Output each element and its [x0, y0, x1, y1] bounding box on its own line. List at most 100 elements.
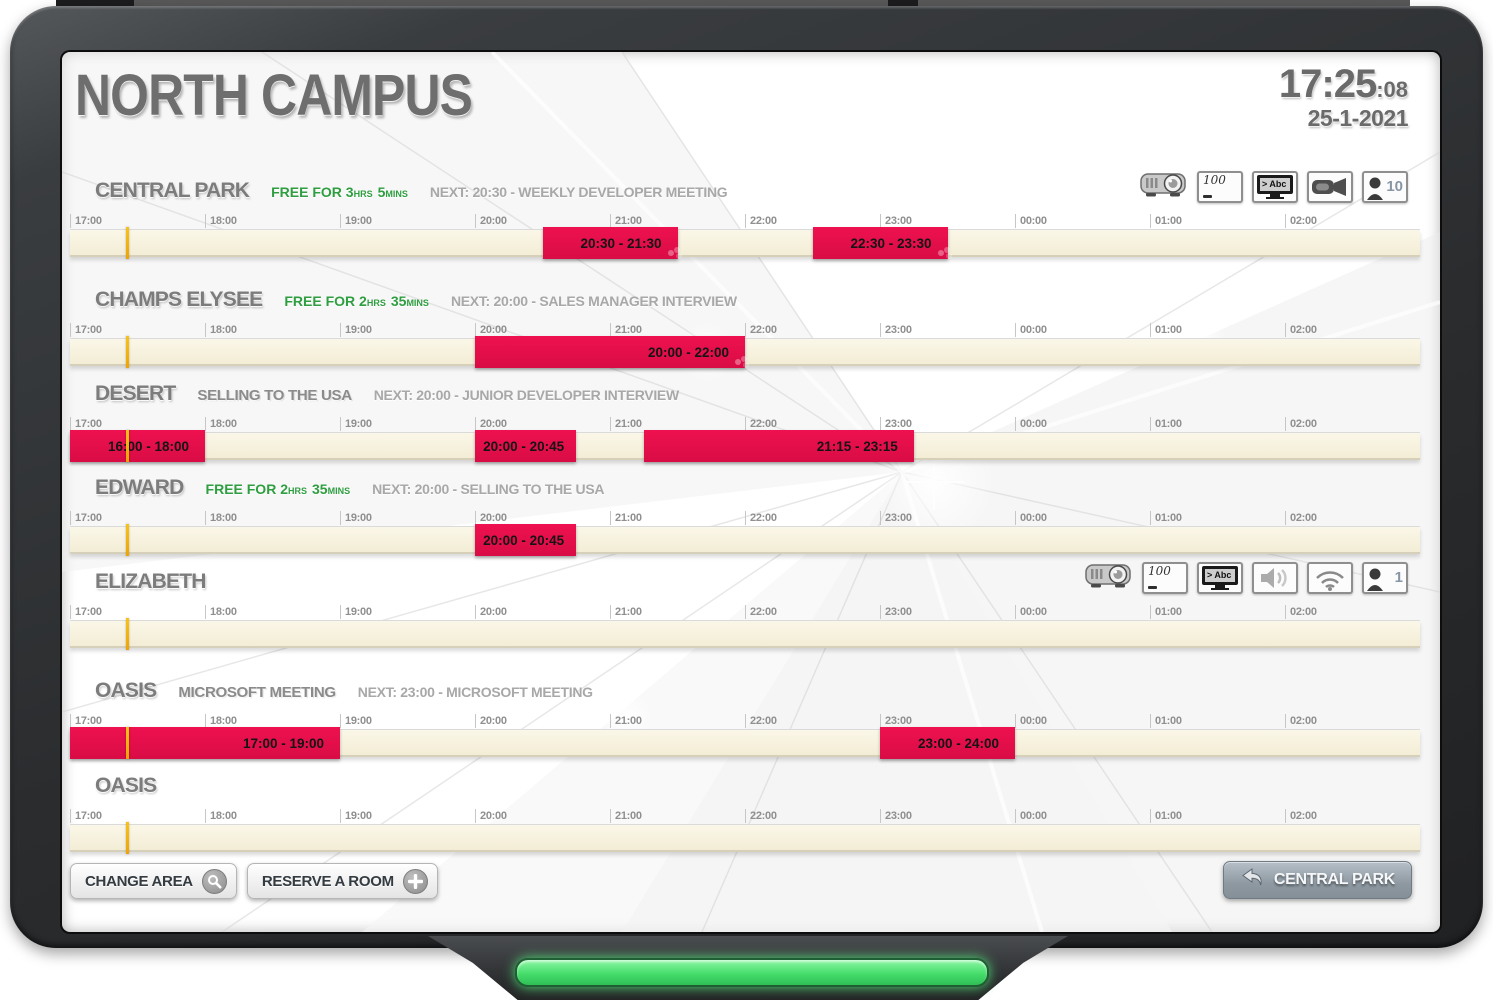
room-row-elizabeth: ELIZABETH 100 > Abc 1 17:00 18:00 19:00 20:… — [70, 561, 1420, 650]
hour-tick: 20:00 — [475, 714, 507, 728]
back-arrow-icon — [1240, 867, 1264, 894]
whiteboard-icon: 100 — [1197, 170, 1243, 203]
hour-tick: 22:00 — [745, 714, 777, 728]
change-area-label: CHANGE AREA — [85, 872, 193, 890]
room-row-desert: DESERT SELLING TO THE USA NEXT: 20:00 - … — [70, 382, 1420, 462]
booking-block: 17:00 - 19:00 — [70, 727, 340, 759]
hour-tick: 23:00 — [880, 323, 912, 337]
selected-room-label: CENTRAL PARK — [1273, 871, 1395, 888]
hour-tick: 02:00 — [1285, 605, 1317, 619]
availability-led-bar — [515, 958, 989, 987]
hour-tick: 20:00 — [475, 417, 507, 431]
hour-tick: 23:00 — [880, 605, 912, 619]
booking-block: 20:30 - 21:30 — [542, 227, 678, 259]
selected-room-button[interactable]: CENTRAL PARK — [1222, 861, 1412, 899]
next-meeting-label: NEXT: 20:00 - SALES MANAGER INTERVIEW — [450, 293, 737, 309]
page-title: NORTH CAMPUS — [75, 63, 473, 128]
timeline-bar: 20:00 - 20:45 — [70, 524, 1420, 556]
whiteboard-icon: 100 — [1142, 561, 1188, 594]
speaker-icon — [1252, 561, 1298, 594]
hour-tick: 20:00 — [475, 511, 507, 525]
next-meeting-label: NEXT: 20:00 - JUNIOR DEVELOPER INTERVIEW — [373, 387, 679, 403]
current-time-marker — [126, 430, 130, 462]
hour-tick: 19:00 — [340, 605, 372, 619]
next-meeting-label: NEXT: 23:00 - MICROSOFT MEETING — [357, 684, 593, 700]
free-status: FREE FOR 2HRS 35MINS — [284, 293, 429, 309]
hour-tick: 22:00 — [745, 417, 777, 431]
booking-time-label: 21:15 - 23:15 — [816, 438, 898, 454]
booking-time-label: 20:30 - 21:30 — [580, 235, 662, 251]
hour-tick: 17:00 — [70, 323, 102, 337]
timeline-bar: 17:00 - 19:00 23:00 - 24:00 — [70, 727, 1420, 759]
hour-tick: 21:00 — [610, 809, 642, 823]
room-row-central-park: CENTRAL PARK FREE FOR 3HRS 5MINS NEXT: 20… — [70, 170, 1420, 259]
hour-tick: 19:00 — [340, 511, 372, 525]
hour-tick: 21:00 — [610, 214, 642, 228]
hour-tick: 00:00 — [1015, 214, 1047, 228]
room-name: DESERT — [95, 382, 176, 405]
change-area-button[interactable]: CHANGE AREA — [70, 863, 237, 899]
hour-tick: 02:00 — [1285, 511, 1317, 525]
booking-attendees-icon — [735, 359, 741, 365]
booking-block: 20:00 - 22:00 — [475, 336, 745, 368]
timeline-scale: 17:00 18:00 19:00 20:00 21:00 22:00 23:00 00:00… — [70, 318, 1420, 339]
hour-tick: 22:00 — [745, 605, 777, 619]
capacity-count: 10 — [1386, 177, 1403, 195]
hour-tick: 01:00 — [1150, 214, 1182, 228]
booking-time-label: 17:00 - 19:00 — [242, 735, 324, 751]
timeline-bar: 16:00 - 18:00 20:00 - 20:45 21:15 - 23:15 — [70, 430, 1420, 462]
hour-tick: 00:00 — [1015, 417, 1047, 431]
mount-rail — [118, 0, 1410, 10]
hour-tick: 21:00 — [610, 714, 642, 728]
booking-attendees-icon — [937, 250, 944, 256]
room-name: CHAMPS ELYSEE — [95, 288, 263, 311]
display-text-icon: > Abc — [1197, 561, 1243, 594]
hour-tick: 20:00 — [475, 605, 507, 619]
capacity-icon: 10 — [1362, 170, 1408, 203]
hour-tick: 02:00 — [1285, 809, 1317, 823]
hour-tick: 22:00 — [745, 214, 777, 228]
current-time-marker — [126, 618, 130, 650]
booking-block: 20:00 - 20:45 — [475, 430, 577, 462]
hour-tick: 00:00 — [1015, 605, 1047, 619]
wifi-icon — [1307, 561, 1353, 594]
hour-tick: 21:00 — [610, 511, 642, 525]
clock-time: 17:25 — [1278, 62, 1377, 106]
free-status: FREE FOR 2HRS 35MINS — [205, 481, 351, 497]
timeline-scale: 17:00 18:00 19:00 20:00 21:00 22:00 23:00 00:00… — [70, 804, 1420, 825]
current-time-marker — [126, 822, 130, 854]
hour-tick: 20:00 — [475, 214, 507, 228]
booking-time-label: 16:00 - 18:00 — [107, 438, 189, 454]
room-name: CENTRAL PARK — [95, 179, 250, 202]
hour-tick: 18:00 — [205, 809, 237, 823]
reserve-room-button[interactable]: RESERVE A ROOM — [246, 863, 438, 899]
booking-block: 16:00 - 18:00 — [70, 430, 205, 462]
booking-attendees-icon — [667, 250, 674, 256]
projector-icon — [1085, 559, 1133, 596]
hour-tick: 20:00 — [475, 809, 507, 823]
timeline-scale: 17:00 18:00 19:00 20:00 21:00 22:00 23:00 00:00… — [70, 209, 1420, 230]
room-amenities: 100 > Abc 1 — [1085, 559, 1408, 596]
display-text-icon: > Abc — [1252, 170, 1298, 203]
booking-time-label: 23:00 - 24:00 — [917, 735, 999, 751]
booking-block: 21:15 - 23:15 — [643, 430, 914, 462]
room-row-oasis: OASIS MICROSOFT MEETING NEXT: 23:00 - MI… — [70, 679, 1420, 759]
hour-tick: 23:00 — [880, 214, 912, 228]
hour-tick: 01:00 — [1150, 417, 1182, 431]
hour-tick: 01:00 — [1150, 809, 1182, 823]
current-time-marker — [126, 336, 130, 368]
hour-tick: 18:00 — [205, 605, 237, 619]
hour-tick: 18:00 — [205, 214, 237, 228]
next-meeting-label: NEXT: 20:00 - SELLING TO THE USA — [372, 481, 605, 497]
hour-tick: 19:00 — [340, 714, 372, 728]
reserve-room-label: RESERVE A ROOM — [261, 872, 394, 890]
timeline-bar: 20:00 - 22:00 — [70, 336, 1420, 368]
hour-tick: 22:00 — [745, 511, 777, 525]
hour-tick: 19:00 — [340, 323, 372, 337]
clock: 17:25:08 25-1-2021 — [1278, 62, 1409, 132]
hour-tick: 18:00 — [205, 511, 237, 525]
current-time-marker — [126, 524, 130, 556]
booking-block: 23:00 - 24:00 — [880, 727, 1015, 759]
timeline-bar — [70, 618, 1420, 650]
capacity-count: 1 — [1394, 568, 1403, 586]
